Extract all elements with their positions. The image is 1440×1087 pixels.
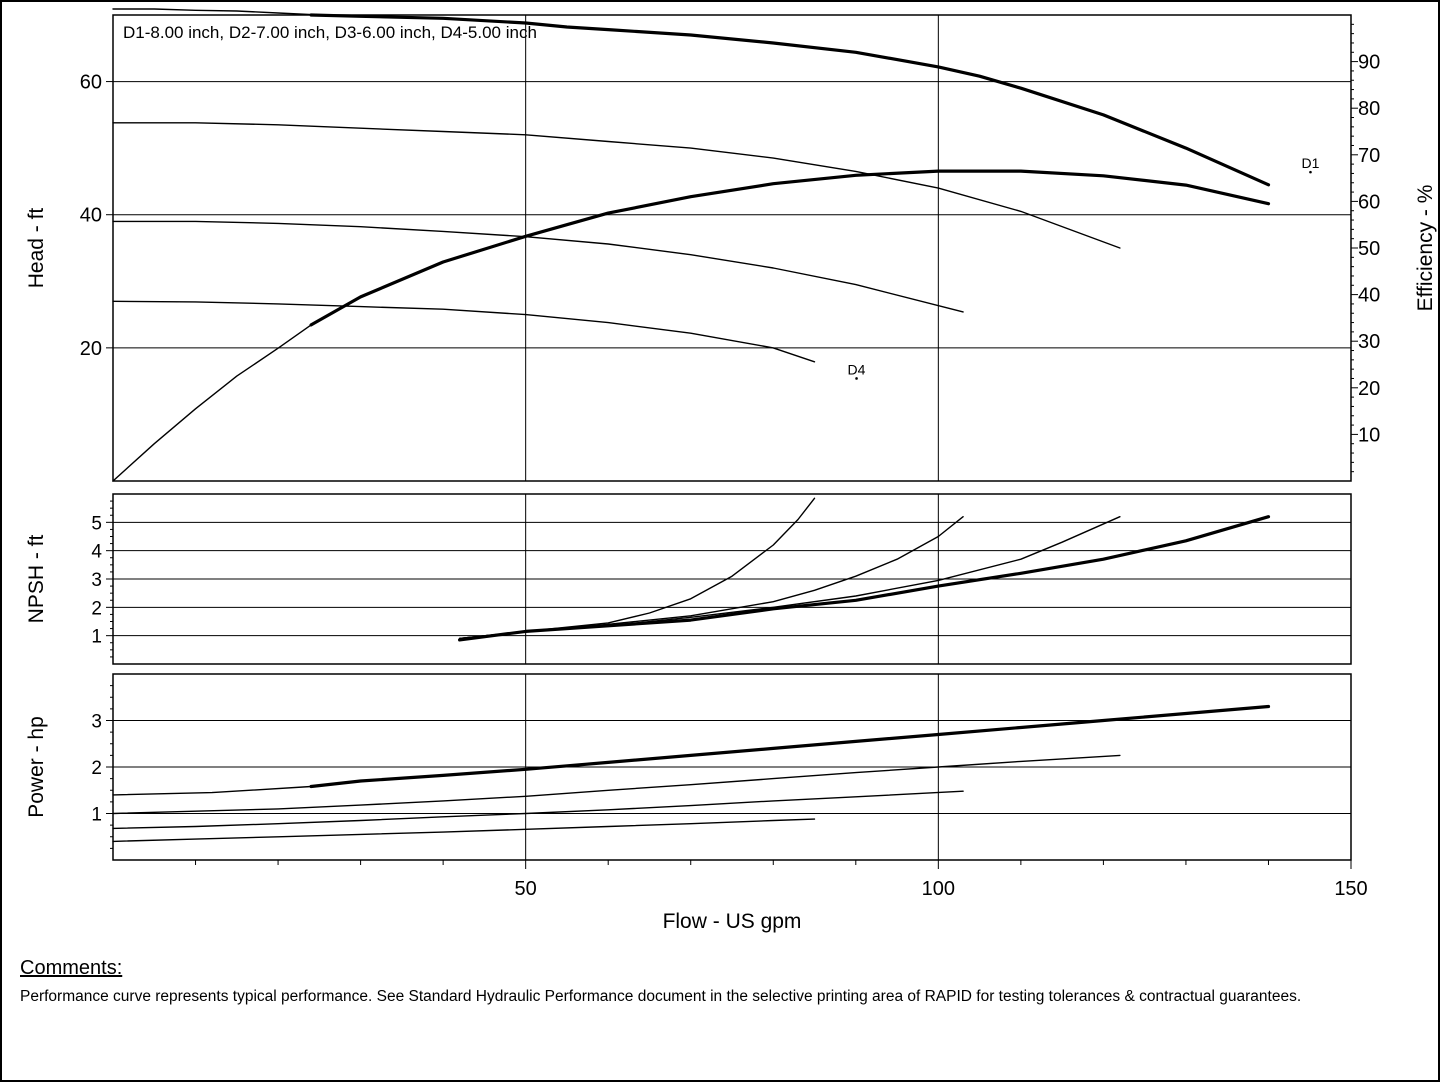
comments-title: Comments: bbox=[20, 957, 123, 979]
xtick-label: 150 bbox=[1334, 878, 1367, 900]
power-ytick-label: 1 bbox=[91, 805, 102, 826]
head-ytick-label: 60 bbox=[80, 72, 102, 94]
efficiency-ytick-label: 70 bbox=[1358, 145, 1380, 167]
power-ytick-label: 3 bbox=[91, 712, 102, 733]
efficiency-ytick-label: 50 bbox=[1358, 238, 1380, 260]
efficiency-ytick-label: 80 bbox=[1358, 98, 1380, 120]
head-series-efficiency-line bbox=[112, 324, 312, 482]
power-series-d4-line bbox=[112, 818, 816, 843]
efficiency-ylabel: Efficiency - % bbox=[1414, 185, 1437, 312]
head-series-d1-line bbox=[112, 8, 320, 16]
head-ylabel: Head - ft bbox=[25, 208, 48, 289]
curve-label-dot bbox=[855, 377, 858, 380]
xtick-label: 100 bbox=[922, 878, 955, 900]
npsh-series-d2-line bbox=[458, 516, 1121, 640]
efficiency-ytick-label: 40 bbox=[1358, 285, 1380, 307]
power-series-d1-line bbox=[309, 704, 1271, 789]
efficiency-ytick-label: 10 bbox=[1358, 424, 1380, 446]
power-ytick-label: 2 bbox=[91, 758, 102, 779]
head-ytick-label: 20 bbox=[80, 338, 102, 360]
head-series-d4-line bbox=[112, 300, 816, 363]
power-series-d3-line bbox=[112, 790, 964, 830]
power-series-d1-line bbox=[112, 785, 312, 796]
x-axis-label: Flow - US gpm bbox=[663, 910, 802, 933]
npsh-series-d1-line bbox=[458, 515, 1271, 642]
comments-text: Performance curve represents typical per… bbox=[20, 988, 1302, 1005]
head-plot-frame bbox=[112, 14, 1352, 482]
npsh-ytick-label: 2 bbox=[91, 598, 102, 619]
head-series-efficiency-line bbox=[309, 169, 1271, 327]
efficiency-ytick-label: 20 bbox=[1358, 378, 1380, 400]
efficiency-ytick-label: 90 bbox=[1358, 52, 1380, 74]
xtick-label: 50 bbox=[515, 878, 537, 900]
head-ytick-label: 40 bbox=[80, 205, 102, 227]
npsh-ytick-label: 5 bbox=[91, 513, 102, 534]
efficiency-ytick-label: 60 bbox=[1358, 191, 1380, 213]
impeller-diameter-legend: D1-8.00 inch, D2-7.00 inch, D3-6.00 inch… bbox=[123, 23, 537, 42]
npsh-ytick-label: 1 bbox=[91, 627, 102, 648]
efficiency-ytick-label: 30 bbox=[1358, 331, 1380, 353]
curve-label-dot bbox=[1309, 170, 1312, 174]
npsh-series-d3-line bbox=[458, 516, 964, 640]
curve-label-d4: D4 bbox=[848, 361, 866, 377]
head-series-d3-line bbox=[112, 220, 964, 313]
curve-label-d1: D1 bbox=[1301, 155, 1319, 171]
head-series-d2-line bbox=[112, 122, 1121, 249]
power-ylabel: Power - hp bbox=[25, 716, 48, 818]
head-series-d1-line bbox=[309, 13, 1271, 187]
npsh-ylabel: NPSH - ft bbox=[25, 535, 48, 624]
npsh-ytick-label: 4 bbox=[91, 542, 102, 563]
comments-section: Comments: Performance curve represents t… bbox=[20, 957, 1420, 1007]
power-series-d2-line bbox=[112, 754, 1121, 815]
npsh-series-d4-line bbox=[458, 497, 816, 640]
npsh-ytick-label: 3 bbox=[91, 570, 102, 591]
